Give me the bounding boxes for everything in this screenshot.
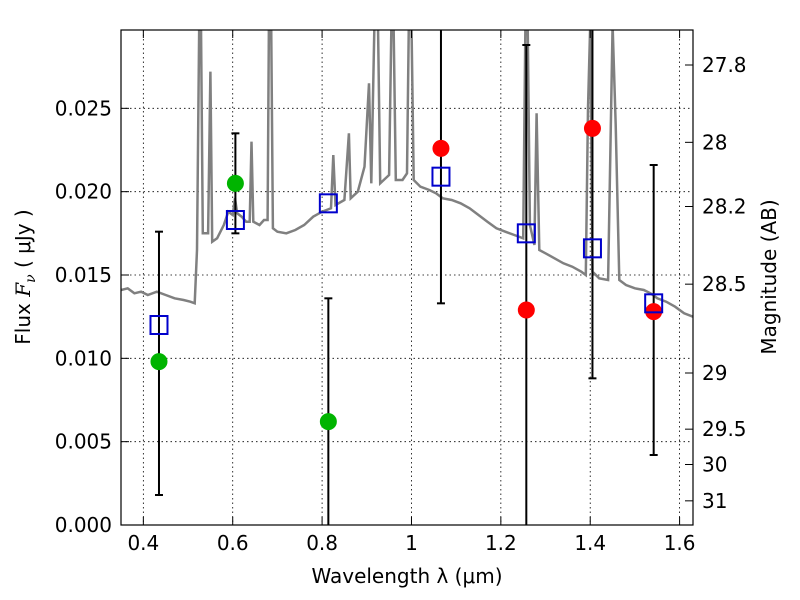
observed-point	[226, 174, 244, 192]
y-tick-label: 0.005	[55, 430, 112, 454]
x-tick-label: 1.2	[485, 531, 517, 555]
x-tick-label: 0.6	[217, 531, 249, 555]
y-tick-label: 0.025	[55, 96, 112, 120]
observed-point	[150, 353, 168, 371]
ticks	[121, 30, 693, 526]
observed-point	[517, 301, 535, 319]
plot-area	[121, 30, 693, 318]
grid	[121, 30, 693, 525]
y2-tick-label: 29.5	[702, 417, 747, 441]
y2-tick-label: 29	[702, 361, 727, 385]
y-tick-label: 0.000	[55, 513, 112, 537]
y2-tick-label: 30	[702, 453, 727, 477]
y-tick-label: 0.010	[55, 346, 112, 370]
y-axis-title: Flux Fν ( μJy )	[11, 209, 39, 344]
x-tick-label: 1.4	[574, 531, 606, 555]
model-square-marker	[149, 315, 169, 335]
model-square-marker	[582, 238, 602, 259]
y-tick-label: 0.015	[55, 263, 112, 287]
observed-point	[432, 139, 450, 157]
tick-labels: 0.4 0.6 0.8 1 1.2 1.4 1.6 0.000 0.005 0.010 0.015 0…	[55, 53, 747, 555]
y2-tick-label: 28.5	[702, 272, 747, 296]
observed-point	[583, 119, 601, 137]
y2-tick-label: 31	[702, 489, 727, 513]
x-tick-label: 1	[405, 531, 418, 555]
x-tick-label: 1.6	[664, 531, 696, 555]
y2-axis-title: Magnitude (AB)	[757, 199, 781, 354]
model-spectrum-line	[121, 30, 693, 318]
model-square-marker	[318, 193, 338, 214]
y2-tick-label: 27.8	[702, 53, 747, 77]
model-square-marker	[644, 293, 664, 314]
x-axis-title: Wavelength λ (μm)	[311, 564, 502, 588]
observed-point	[319, 413, 337, 431]
model-square-marker	[431, 166, 451, 187]
y2-tick-label: 28	[702, 130, 727, 154]
data-markers	[149, 119, 664, 431]
model-square-marker	[225, 210, 245, 230]
x-tick-label: 0.8	[306, 531, 338, 555]
plot-frame	[120, 29, 694, 526]
x-tick-label: 0.4	[127, 531, 159, 555]
y-tick-label: 0.020	[55, 180, 112, 204]
y2-tick-label: 28.2	[702, 195, 747, 219]
model-square-marker	[516, 223, 536, 244]
